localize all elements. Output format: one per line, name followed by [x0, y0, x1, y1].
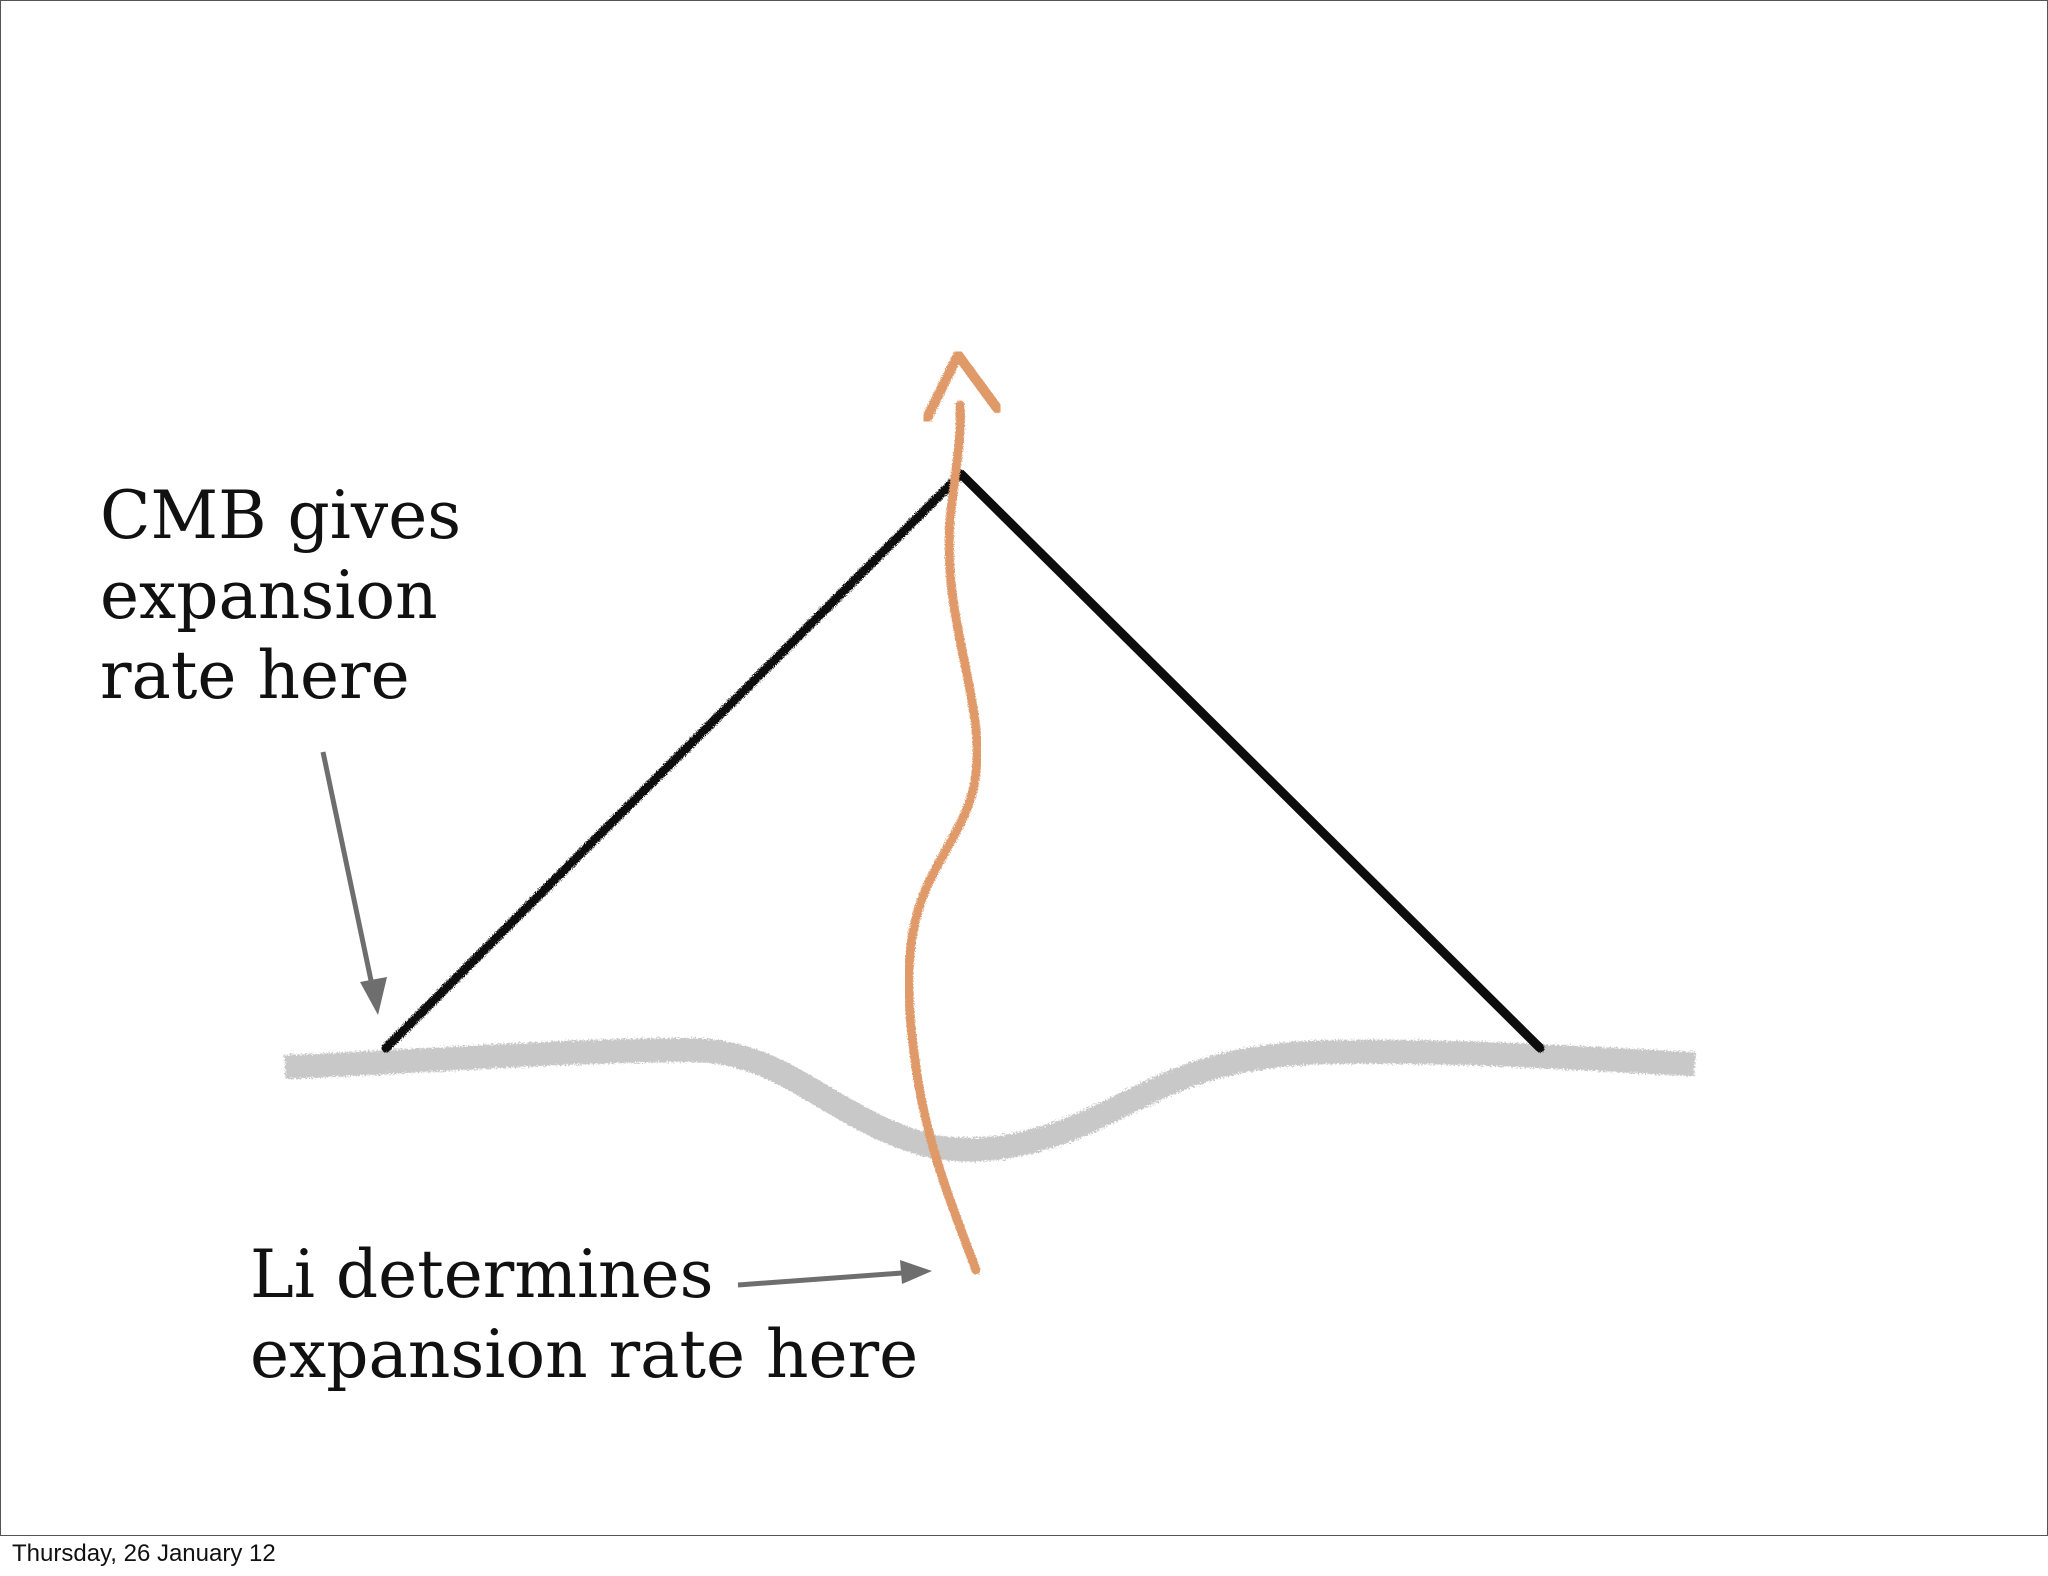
light-cone-right-edge — [956, 469, 1545, 1053]
li-pointer-arrow-icon — [737, 1260, 932, 1288]
cmb-annotation-line-3: rate here — [100, 637, 410, 714]
li-annotation-line-2: expansion rate here — [250, 1316, 919, 1393]
footer-date: Thursday, 26 January 12 — [12, 1540, 276, 1567]
cmb-annotation-line-1: CMB gives — [100, 477, 462, 554]
light-cone-left-edge — [381, 469, 966, 1053]
cmb-annotation: CMB gives expansion rate here — [100, 476, 461, 716]
slide-frame — [0, 0, 2048, 1536]
last-scattering-surface — [284, 1037, 1696, 1162]
worldline-arrowhead-icon — [922, 350, 1002, 423]
li-annotation: Li determines expansion rate here — [250, 1235, 918, 1395]
observer-worldline — [904, 400, 982, 1275]
cmb-annotation-line-2: expansion — [100, 557, 438, 634]
li-annotation-line-1: Li determines — [250, 1236, 714, 1313]
cmb-pointer-arrow-icon — [320, 751, 387, 1015]
